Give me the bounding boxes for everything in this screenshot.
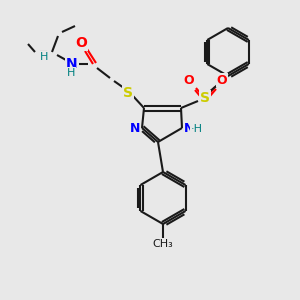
Text: CH₃: CH₃ <box>153 239 173 249</box>
Text: H: H <box>67 68 75 78</box>
Text: S: S <box>123 86 133 100</box>
Text: N: N <box>130 122 140 134</box>
Text: H: H <box>40 52 48 62</box>
Text: N: N <box>184 122 194 134</box>
Text: S: S <box>200 91 210 105</box>
Text: ·H: ·H <box>191 124 203 134</box>
Text: O: O <box>184 74 194 88</box>
Text: O: O <box>75 36 87 50</box>
Text: S: S <box>200 91 210 105</box>
Text: O: O <box>217 74 227 86</box>
Text: N: N <box>66 57 78 71</box>
